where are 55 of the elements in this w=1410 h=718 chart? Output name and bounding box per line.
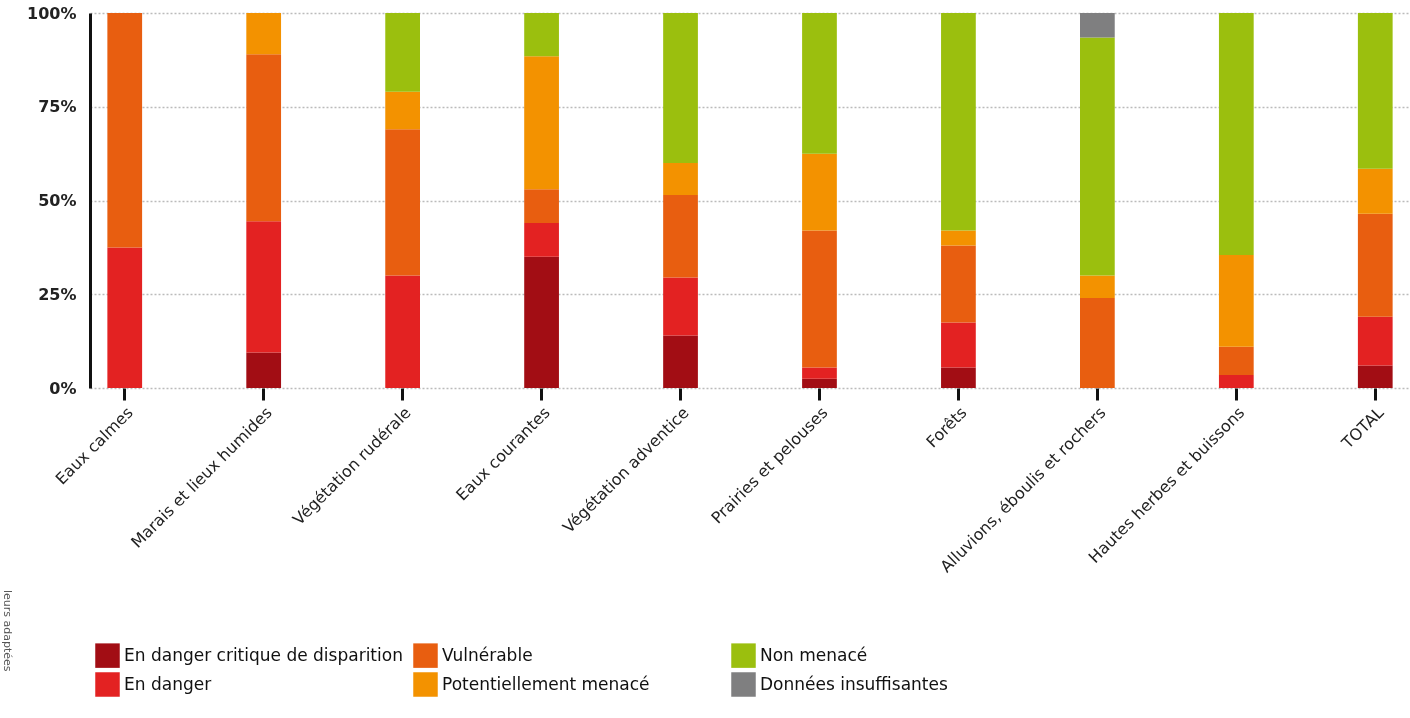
- bar: [802, 153, 837, 231]
- bar: [802, 367, 837, 379]
- bar: [1218, 374, 1254, 388]
- y-tick-label: 25%: [38, 284, 77, 304]
- bar: [663, 163, 698, 195]
- bar: [1080, 37, 1115, 276]
- bar: [802, 230, 837, 368]
- bar: [1357, 213, 1393, 317]
- bar: [1357, 13, 1393, 169]
- bar: [1218, 254, 1254, 347]
- bar: [941, 230, 976, 246]
- bar: [802, 378, 837, 388]
- bar: [246, 352, 282, 388]
- bar: [246, 221, 282, 353]
- bar: [663, 13, 698, 163]
- bar: [107, 247, 143, 388]
- bar: [941, 322, 976, 368]
- bar: [246, 54, 282, 222]
- bar: [385, 129, 420, 276]
- bar: [524, 256, 559, 388]
- bar: [663, 194, 698, 278]
- bar: [524, 56, 559, 190]
- bar: [1218, 346, 1254, 375]
- y-tick-label: 100%: [27, 3, 77, 23]
- bar: [663, 335, 698, 388]
- bar: [385, 13, 420, 92]
- legend-label: En danger: [124, 673, 212, 694]
- legend-label: Potentiellement menacé: [442, 673, 650, 694]
- bar: [385, 275, 420, 388]
- bar: [941, 13, 976, 231]
- bar: [802, 13, 837, 154]
- text: leurs adaptées: [1, 590, 14, 672]
- bar: [1218, 13, 1254, 255]
- bar: [1080, 13, 1115, 38]
- legend-label: Données insuffisantes: [760, 673, 948, 694]
- y-tick-label: 50%: [38, 191, 77, 210]
- legend-label: En danger critique de disparition: [124, 644, 403, 665]
- y-tick-label: 0%: [49, 378, 77, 398]
- bar: [107, 13, 143, 248]
- bar: [941, 367, 976, 388]
- bar: [385, 91, 420, 130]
- bar: [1080, 298, 1115, 388]
- bar: [524, 223, 559, 257]
- bar: [1357, 365, 1393, 388]
- bar: [524, 189, 559, 223]
- legend-label: Vulnérable: [442, 644, 533, 665]
- y-tick-label: 75%: [38, 97, 77, 117]
- legend-label: Non menacé: [760, 644, 868, 665]
- bar: [1357, 316, 1393, 366]
- bar: [663, 277, 698, 336]
- bar: [941, 245, 976, 323]
- bar: [246, 13, 282, 55]
- bar: [1080, 275, 1115, 298]
- bar: [1357, 168, 1393, 214]
- bar: [524, 13, 559, 57]
